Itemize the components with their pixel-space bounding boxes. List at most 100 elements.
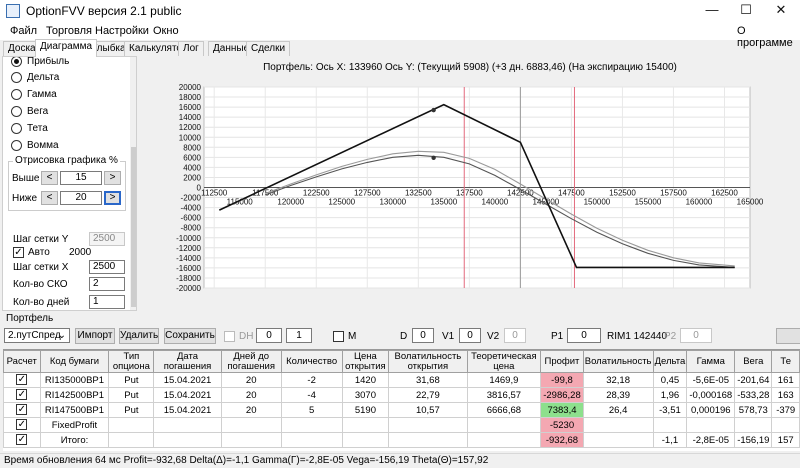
d-input[interactable]: 0 bbox=[412, 328, 434, 343]
v1-label: V1 bbox=[442, 331, 455, 342]
left-panel-scrollbar[interactable] bbox=[130, 57, 136, 310]
tab-diagram[interactable]: Диаграмма bbox=[35, 39, 98, 57]
col-header[interactable]: Дата погашения bbox=[153, 350, 222, 373]
below-increment-button[interactable]: > bbox=[104, 191, 121, 205]
collapse-button[interactable] bbox=[776, 328, 800, 344]
table-row[interactable]: ✓ RI142500BP1 Put 15.04.2021 20 -4 3070 22,79 38… bbox=[3, 387, 800, 403]
menu-window[interactable]: Окно bbox=[153, 25, 179, 37]
y-tick-label: 12000 bbox=[179, 123, 202, 132]
above-increment-button[interactable]: > bbox=[104, 171, 121, 185]
dh-spinner-1[interactable]: 0 bbox=[256, 328, 282, 343]
import-button[interactable]: Импорт bbox=[75, 328, 115, 344]
m-checkbox[interactable] bbox=[333, 331, 344, 342]
table-cell: 1420 bbox=[341, 372, 390, 388]
radio-label: Вомма bbox=[27, 139, 59, 151]
table-cell: 5 bbox=[280, 402, 343, 418]
days-input[interactable]: 1 bbox=[89, 295, 125, 309]
minimize-button[interactable]: — bbox=[705, 2, 719, 17]
maximize-button[interactable]: ☐ bbox=[740, 2, 752, 17]
table-row[interactable]: ✓ FixedProfit -5230 bbox=[3, 417, 800, 433]
col-header[interactable]: Волатильность открытия bbox=[388, 350, 468, 373]
scrollbar-thumb[interactable] bbox=[131, 147, 136, 307]
col-header[interactable]: Теоретическая цена bbox=[466, 350, 542, 373]
sko-input[interactable]: 2 bbox=[89, 277, 125, 291]
v2-input[interactable]: 0 bbox=[504, 328, 526, 343]
table-cell bbox=[686, 417, 736, 433]
y-tick-label: 14000 bbox=[179, 113, 202, 122]
radio-theta[interactable]: Тета bbox=[11, 121, 48, 135]
rim-price: RIM1 142440 bbox=[607, 331, 668, 342]
p2-input[interactable]: 0 bbox=[680, 328, 712, 343]
col-header[interactable]: Дельта bbox=[652, 350, 688, 373]
calc-checkbox-cell[interactable]: ✓ bbox=[3, 417, 41, 433]
radio-gamma[interactable]: Гамма bbox=[11, 87, 57, 101]
radio-circle[interactable] bbox=[11, 122, 22, 134]
calc-checkbox[interactable]: ✓ bbox=[16, 389, 28, 401]
portfolio-label: Портфель bbox=[6, 313, 54, 324]
radio-vomma[interactable]: Вомма bbox=[11, 138, 59, 152]
radio-circle[interactable] bbox=[11, 57, 22, 67]
col-header[interactable]: Профит bbox=[540, 350, 584, 373]
radio-circle[interactable] bbox=[11, 105, 22, 117]
p1-input[interactable]: 0 bbox=[567, 328, 601, 343]
v1-input[interactable]: 0 bbox=[459, 328, 481, 343]
col-header[interactable]: Код бумаги bbox=[39, 350, 110, 373]
col-header[interactable]: Расчет bbox=[3, 350, 41, 373]
table-cell: -0,000168 bbox=[686, 387, 736, 403]
auto-checkbox[interactable]: ✓ bbox=[13, 247, 24, 258]
col-header[interactable]: Дней до погашения bbox=[220, 350, 282, 373]
radio-profit[interactable]: Прибыль bbox=[11, 56, 70, 68]
menu-trading[interactable]: Торговля bbox=[46, 25, 92, 37]
table-row[interactable]: ✓ RI147500BP1 Put 15.04.2021 20 5 5190 10,57 666… bbox=[3, 402, 800, 418]
calc-checkbox[interactable]: ✓ bbox=[16, 404, 28, 416]
col-header[interactable]: Цена открытия bbox=[341, 350, 390, 373]
menu-file[interactable]: Файл bbox=[10, 25, 38, 37]
close-button[interactable]: ✕ bbox=[775, 2, 787, 17]
save-button[interactable]: Сохранить bbox=[164, 328, 216, 344]
above-value[interactable]: 15 bbox=[60, 171, 102, 185]
tab-trades[interactable]: Сделки bbox=[246, 41, 291, 56]
table-cell: 26,4 bbox=[582, 402, 654, 418]
radio-vega[interactable]: Вега bbox=[11, 104, 48, 118]
radio-label: Прибыль bbox=[27, 56, 70, 67]
y-tick-label: -4000 bbox=[181, 204, 202, 213]
col-header[interactable]: Количество bbox=[280, 350, 343, 373]
grid-y-input[interactable]: 2500 bbox=[89, 232, 125, 246]
calc-checkbox-cell[interactable]: ✓ bbox=[3, 387, 41, 403]
calc-checkbox-cell[interactable]: ✓ bbox=[3, 372, 41, 388]
col-header[interactable]: Гамма bbox=[686, 350, 736, 373]
radio-circle[interactable] bbox=[11, 88, 22, 100]
menu-settings[interactable]: Настройки bbox=[95, 25, 149, 37]
table-row[interactable]: ✓ RI135000BP1 Put 15.04.2021 20 -2 1420 31,68 14… bbox=[3, 372, 800, 388]
table-cell: Put bbox=[108, 372, 155, 388]
calc-checkbox[interactable]: ✓ bbox=[16, 419, 28, 431]
portfolio-select[interactable]: 2.путСпред ⌄ bbox=[4, 328, 70, 343]
radio-delta[interactable]: Дельта bbox=[11, 70, 59, 84]
grid-x-input[interactable]: 2500 bbox=[89, 260, 125, 274]
dh-checkbox[interactable] bbox=[224, 331, 235, 342]
menu-about[interactable]: О программе bbox=[737, 25, 793, 49]
radio-circle[interactable] bbox=[11, 139, 22, 151]
col-header[interactable]: Вега bbox=[734, 350, 773, 373]
tab-log[interactable]: Лог bbox=[178, 41, 204, 56]
series-line bbox=[265, 150, 735, 267]
col-header[interactable]: Тип опциона bbox=[108, 350, 155, 373]
grid-x-label: Шаг сетки X bbox=[13, 262, 69, 273]
table-row[interactable]: ✓ Итого: -932,68 -1,1 -2,8E-05 -156,19 157 bbox=[3, 432, 800, 448]
delete-button[interactable]: Удалить bbox=[119, 328, 159, 344]
profit-chart[interactable]: 2000018000160001400012000100008000600040… bbox=[140, 56, 800, 311]
calc-checkbox[interactable]: ✓ bbox=[16, 374, 28, 386]
calc-checkbox[interactable]: ✓ bbox=[16, 434, 28, 446]
radio-circle[interactable] bbox=[11, 71, 22, 83]
above-decrement-button[interactable]: < bbox=[41, 171, 58, 185]
below-value[interactable]: 20 bbox=[60, 191, 102, 205]
x-tick-label-upper: 137500 bbox=[456, 189, 483, 198]
table-cell: -932,68 bbox=[540, 432, 584, 448]
below-decrement-button[interactable]: < bbox=[41, 191, 58, 205]
calc-checkbox-cell[interactable]: ✓ bbox=[3, 432, 41, 448]
calc-checkbox-cell[interactable]: ✓ bbox=[3, 402, 41, 418]
col-header[interactable]: Те bbox=[771, 350, 800, 373]
x-tick-label-lower: 160000 bbox=[686, 198, 713, 207]
col-header[interactable]: Волатильность bbox=[582, 350, 654, 373]
dh-spinner-2[interactable]: 1 bbox=[286, 328, 312, 343]
